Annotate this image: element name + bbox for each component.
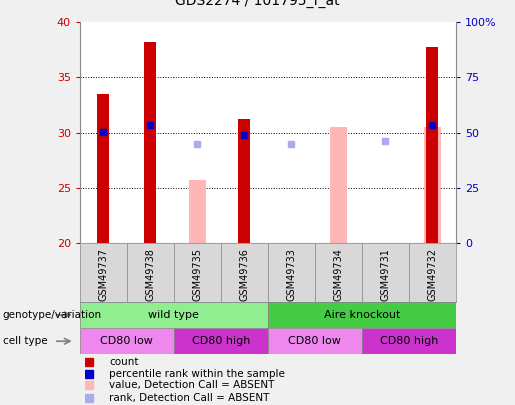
Bar [426, 47, 438, 243]
Text: GSM49738: GSM49738 [145, 248, 156, 301]
Text: GSM49734: GSM49734 [333, 248, 344, 301]
Bar [268, 328, 362, 354]
Text: Aire knockout: Aire knockout [323, 310, 400, 320]
Bar [80, 328, 174, 354]
Bar [362, 328, 456, 354]
Bar [80, 302, 268, 328]
Text: CD80 high: CD80 high [380, 336, 438, 346]
Bar [238, 119, 250, 243]
Text: CD80 low: CD80 low [288, 336, 341, 346]
Text: GDS2274 / 101795_f_at: GDS2274 / 101795_f_at [175, 0, 340, 8]
Text: GSM49733: GSM49733 [286, 248, 296, 301]
Text: CD80 low: CD80 low [100, 336, 153, 346]
Text: GSM49732: GSM49732 [427, 248, 437, 301]
Text: value, Detection Call = ABSENT: value, Detection Call = ABSENT [109, 380, 274, 390]
Text: GSM49736: GSM49736 [239, 248, 249, 301]
Text: CD80 high: CD80 high [192, 336, 250, 346]
Text: genotype/variation: genotype/variation [3, 310, 101, 320]
Bar [189, 180, 205, 243]
Text: rank, Detection Call = ABSENT: rank, Detection Call = ABSENT [109, 393, 269, 403]
Bar [97, 94, 109, 243]
Bar [144, 42, 156, 243]
Text: GSM49737: GSM49737 [98, 248, 108, 301]
Text: GSM49731: GSM49731 [380, 248, 390, 301]
Bar [268, 302, 456, 328]
Text: GSM49735: GSM49735 [192, 248, 202, 301]
Text: wild type: wild type [148, 310, 199, 320]
Text: percentile rank within the sample: percentile rank within the sample [109, 369, 285, 379]
Text: cell type: cell type [3, 336, 47, 346]
Text: count: count [109, 357, 139, 367]
Bar [174, 328, 268, 354]
Bar [330, 127, 347, 243]
Bar [424, 127, 440, 243]
